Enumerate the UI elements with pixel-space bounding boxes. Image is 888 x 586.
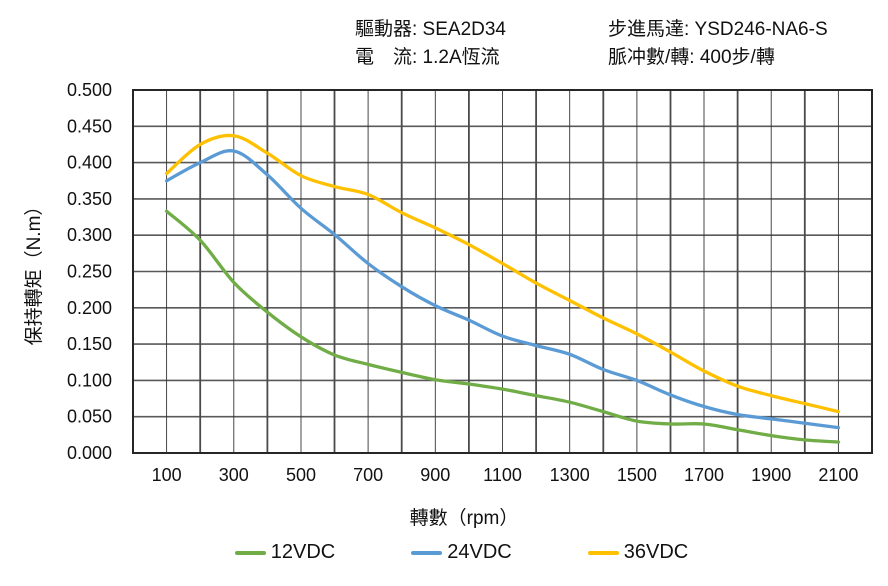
- legend-item-24vdc: 24VDC: [411, 541, 512, 564]
- svg-text:2100: 2100: [818, 465, 858, 485]
- svg-text:900: 900: [420, 465, 450, 485]
- y-axis-title: 保持轉矩（N.m）: [24, 196, 45, 346]
- svg-text:0.100: 0.100: [67, 370, 112, 390]
- svg-text:1500: 1500: [617, 465, 657, 485]
- svg-text:1900: 1900: [751, 465, 791, 485]
- motor-info: 步進馬達: YSD246-NA6-S: [608, 19, 828, 40]
- svg-text:1100: 1100: [483, 465, 522, 485]
- svg-text:0.150: 0.150: [67, 334, 112, 354]
- svg-text:500: 500: [286, 465, 316, 485]
- svg-text:100: 100: [152, 465, 182, 485]
- series-line-12vdc: [164, 209, 841, 444]
- grid-lines: [133, 90, 872, 453]
- svg-text:0.350: 0.350: [67, 189, 112, 209]
- svg-text:1300: 1300: [550, 465, 590, 485]
- svg-text:0.250: 0.250: [67, 262, 112, 282]
- svg-text:0.450: 0.450: [67, 116, 112, 136]
- svg-text:0.300: 0.300: [67, 225, 112, 245]
- x-tick-labels: 100 300 500 700 900 1100 1300 1500 1700 1900 2100: [152, 465, 859, 485]
- legend-swatch-36vdc: [587, 550, 619, 555]
- series-line-24vdc: [164, 149, 841, 430]
- legend-label-36vdc: 36VDC: [623, 541, 689, 563]
- driver-info: 驅動器: SEA2D34: [355, 19, 506, 40]
- chart-legend: 12VDC 24VDC 36VDC: [35, 541, 888, 564]
- current-info: 電 流: 1.2A恆流: [355, 47, 500, 68]
- svg-text:0.400: 0.400: [67, 153, 112, 173]
- legend-label-12vdc: 12VDC: [270, 541, 336, 563]
- legend-label-24vdc: 24VDC: [447, 541, 512, 563]
- legend-swatch-24vdc: [411, 550, 443, 555]
- svg-text:0.200: 0.200: [67, 298, 112, 318]
- series-line-36vdc: [164, 133, 841, 414]
- svg-text:300: 300: [219, 465, 249, 485]
- legend-item-36vdc: 36VDC: [587, 541, 689, 564]
- plot-border: [132, 89, 873, 454]
- svg-text:0.050: 0.050: [67, 407, 112, 427]
- svg-text:0.000: 0.000: [67, 443, 112, 463]
- svg-text:1700: 1700: [684, 465, 724, 485]
- legend-item-12vdc: 12VDC: [234, 541, 336, 564]
- svg-text:700: 700: [353, 465, 383, 485]
- svg-text:0.500: 0.500: [67, 80, 112, 100]
- y-tick-labels: 0.000 0.050 0.100 0.150 0.200 0.250 0.300 0.350…: [67, 80, 112, 463]
- pulses-info: 脈冲數/轉: 400步/轉: [608, 47, 775, 68]
- x-axis-title: 轉數（rpm）: [409, 508, 519, 529]
- legend-swatch-12vdc: [234, 550, 266, 555]
